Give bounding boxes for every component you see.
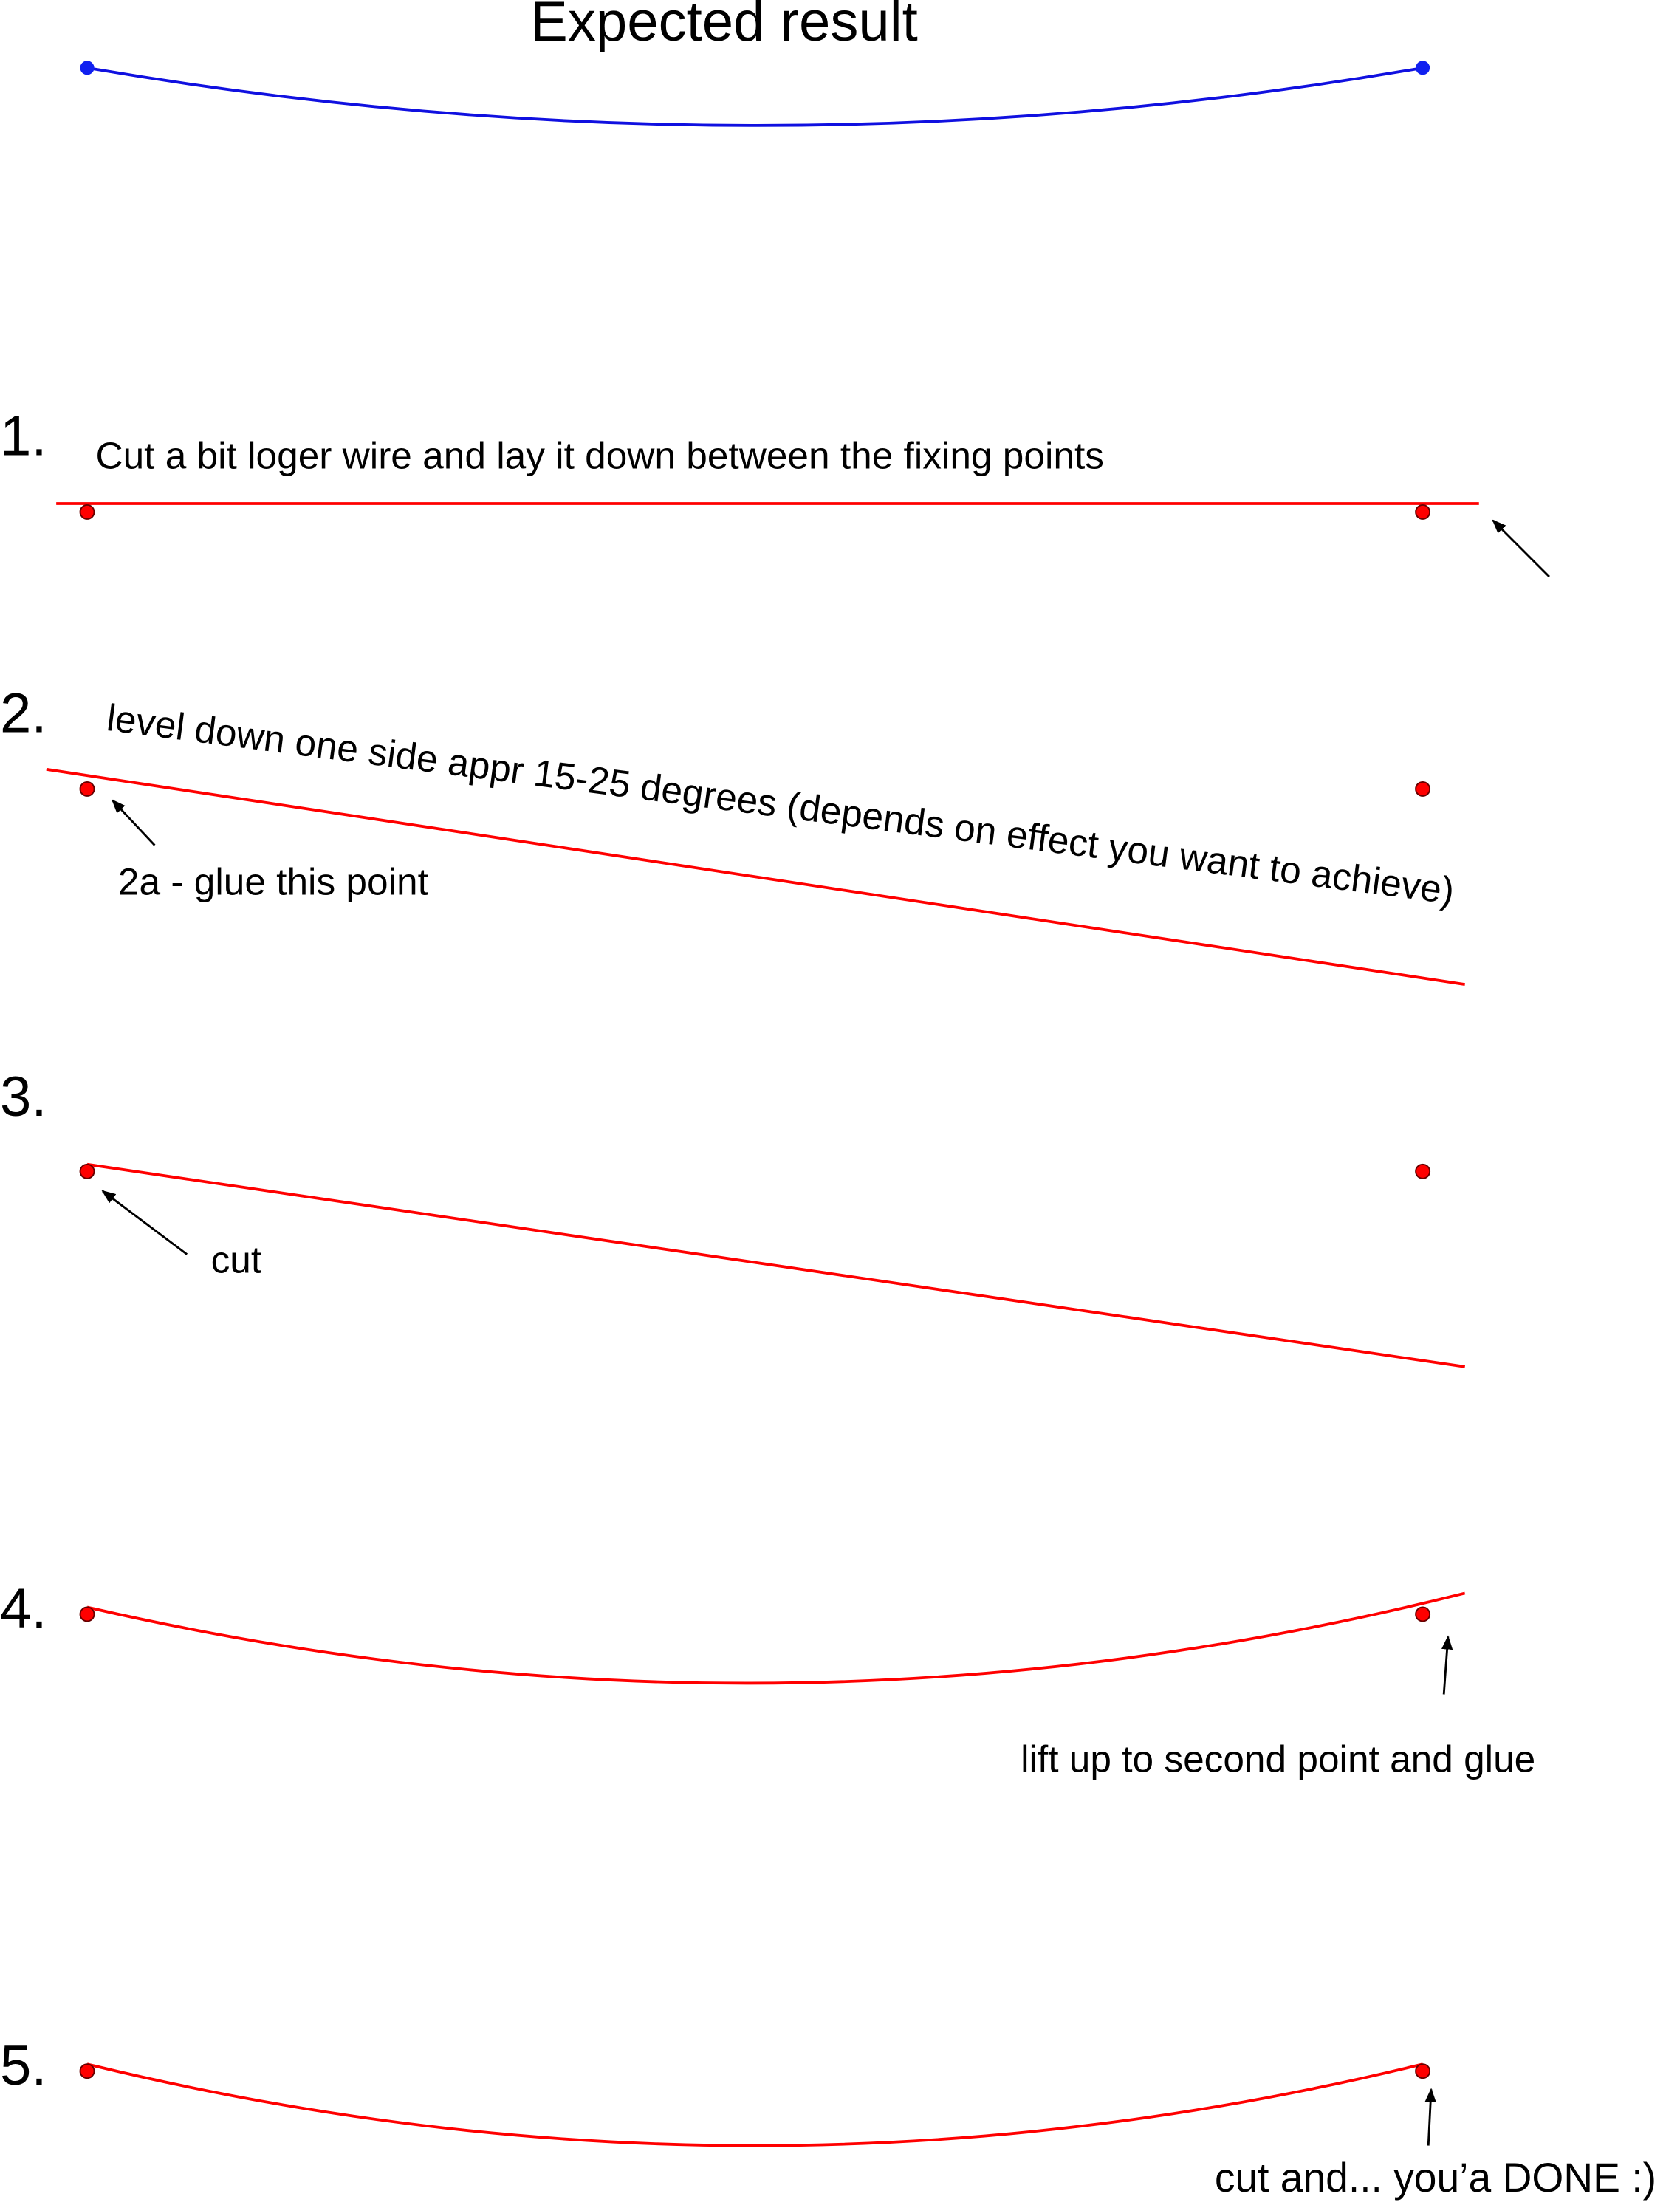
fixing-point [79,781,95,797]
step-number: 1. [0,405,47,467]
step-number: 4. [0,1577,47,1640]
arrow [1492,519,1550,578]
fixing-point [1415,504,1431,520]
step-note: 2a - glue this point [118,860,428,902]
expected-wire [86,66,1423,127]
wire [46,767,1466,986]
step-text: Cut a bit loger wire and lay it down bet… [95,434,1104,477]
fixing-point [79,504,95,520]
fixing-point [1415,2063,1431,2079]
fixing-point [79,2063,95,2079]
arrow [111,799,156,846]
step-number: 2. [0,682,47,744]
fixing-point [80,61,95,75]
fixing-point [79,1163,95,1179]
fixing-point [1415,781,1431,797]
step-number: 5. [0,2034,47,2097]
arrow [1424,2088,1436,2146]
wire [86,1162,1466,1368]
step-number: 3. [0,1066,47,1128]
step-note: cut and... you’a DONE :) [1215,2155,1656,2201]
arrow [1441,1635,1453,1695]
step-note: cut [211,1238,262,1281]
fixing-point [1415,1606,1431,1622]
wire [86,2062,1424,2147]
title: Expected result [530,0,918,53]
step-note: lift up to second point and glue [1021,1737,1535,1780]
fixing-point [1416,61,1430,75]
wire [86,1591,1466,1685]
arrow [101,1190,188,1255]
fixing-point [1415,1163,1431,1179]
fixing-point [79,1606,95,1622]
